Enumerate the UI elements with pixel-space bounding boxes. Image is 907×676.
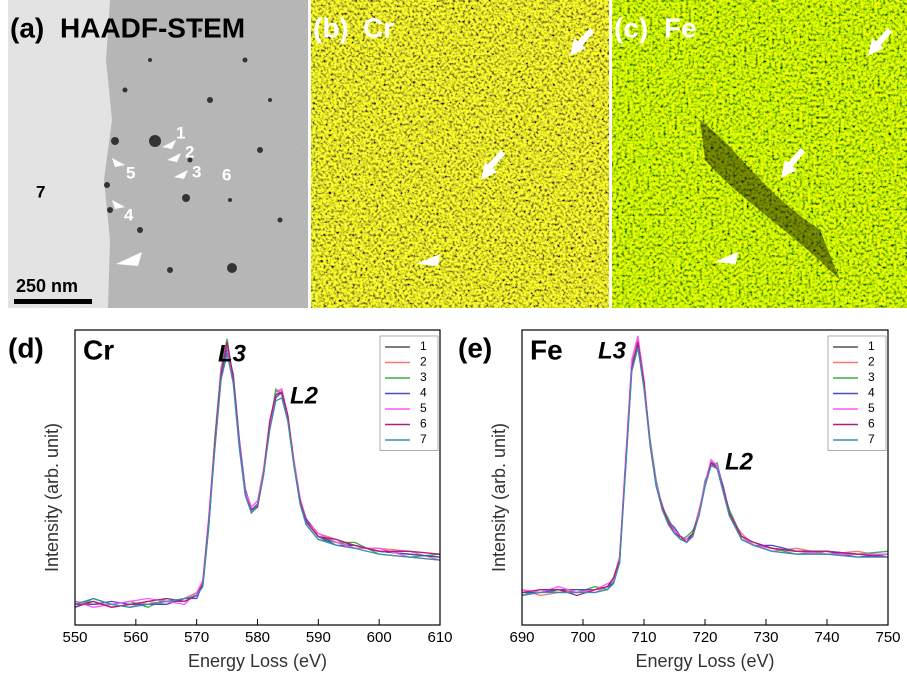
arrows bbox=[481, 28, 595, 180]
x-tick-label: 600 bbox=[367, 629, 392, 646]
x-tick-label: 690 bbox=[509, 629, 534, 646]
panel-a: (a) HAADF-STEM 1 2 3 4 5 6 7 250 nm bbox=[8, 0, 308, 308]
panel-label: (a) bbox=[10, 12, 44, 43]
x-tick-label: 610 bbox=[427, 629, 452, 646]
spectrum-line bbox=[521, 347, 888, 597]
peak-label: L2 bbox=[290, 382, 319, 409]
x-tick-label: 550 bbox=[62, 629, 87, 646]
annotation: 3 bbox=[192, 162, 201, 181]
legend-label: 2 bbox=[420, 355, 427, 369]
legend-label: 3 bbox=[420, 370, 427, 384]
legend-label: 6 bbox=[868, 417, 875, 431]
x-tick-label: 750 bbox=[875, 629, 900, 646]
pointer bbox=[714, 252, 738, 264]
pointer bbox=[416, 254, 440, 266]
annotation: 1 bbox=[176, 123, 185, 142]
spectrum-line bbox=[74, 344, 441, 608]
x-tick-label: 580 bbox=[245, 629, 270, 646]
chart: 690 700 710 720 730 740 750 Energy Loss (eV) Int… bbox=[458, 329, 901, 671]
x-tick-label: 720 bbox=[692, 629, 717, 646]
chart-title: Fe bbox=[530, 334, 563, 365]
panel-c: (c) Fe bbox=[612, 0, 907, 308]
annotation: 7 bbox=[36, 182, 45, 201]
legend-label: 2 bbox=[868, 355, 875, 369]
x-tick-label: 710 bbox=[631, 629, 656, 646]
panel-label: (e) bbox=[458, 332, 492, 363]
peak-label: L3 bbox=[218, 340, 247, 367]
legend-label: 7 bbox=[868, 432, 875, 446]
legend-label: 1 bbox=[420, 339, 427, 353]
legend-label: 4 bbox=[420, 386, 427, 400]
legend-label: 1 bbox=[868, 339, 875, 353]
panel-label: (c) bbox=[614, 12, 648, 43]
scale-bar-label: 250 nm bbox=[16, 276, 78, 296]
panel-title: Cr bbox=[363, 12, 394, 43]
peak-label: L3 bbox=[598, 337, 627, 364]
scale-bar bbox=[14, 299, 92, 304]
legend-label: 7 bbox=[420, 432, 427, 446]
spectrum-line bbox=[74, 353, 441, 608]
y-axis-label: Intensity (arb. unit) bbox=[42, 423, 62, 572]
depleted-zone bbox=[700, 120, 840, 280]
x-tick-label: 570 bbox=[184, 629, 209, 646]
x-tick-label: 740 bbox=[814, 629, 839, 646]
annotation: 4 bbox=[124, 205, 134, 224]
annotation: 5 bbox=[126, 163, 135, 182]
map-image bbox=[311, 0, 609, 308]
precipitates bbox=[104, 28, 283, 273]
legend-label: 6 bbox=[420, 417, 427, 431]
x-tick-label: 730 bbox=[753, 629, 778, 646]
legend-label: 4 bbox=[868, 386, 875, 400]
annotation: 2 bbox=[185, 142, 194, 161]
x-tick-label: 560 bbox=[123, 629, 148, 646]
legend-label: 5 bbox=[868, 401, 875, 415]
map-image bbox=[612, 0, 907, 308]
peak-label: L2 bbox=[725, 448, 754, 475]
panel-title: Fe bbox=[664, 12, 697, 43]
panel-b: (b) Cr bbox=[311, 0, 609, 308]
legend-label: 5 bbox=[420, 401, 427, 415]
x-axis-label: Energy Loss (eV) bbox=[635, 651, 774, 671]
panel-label: (b) bbox=[313, 12, 349, 43]
image-noise bbox=[8, 0, 308, 308]
chart-title: Cr bbox=[83, 334, 114, 365]
panel-label: (d) bbox=[8, 332, 44, 363]
pointers bbox=[112, 140, 188, 266]
y-axis-label: Intensity (arb. unit) bbox=[489, 423, 509, 572]
panel-title: HAADF-STEM bbox=[60, 12, 245, 43]
x-axis-label: Energy Loss (eV) bbox=[188, 651, 327, 671]
x-tick-label: 590 bbox=[306, 629, 331, 646]
annotation: 6 bbox=[222, 165, 231, 184]
legend-label: 3 bbox=[868, 370, 875, 384]
x-tick-label: 700 bbox=[570, 629, 595, 646]
arrows bbox=[781, 28, 893, 178]
chart: 550 560 570 580 590 600 610 Energy Loss (eV) Int… bbox=[8, 329, 453, 671]
